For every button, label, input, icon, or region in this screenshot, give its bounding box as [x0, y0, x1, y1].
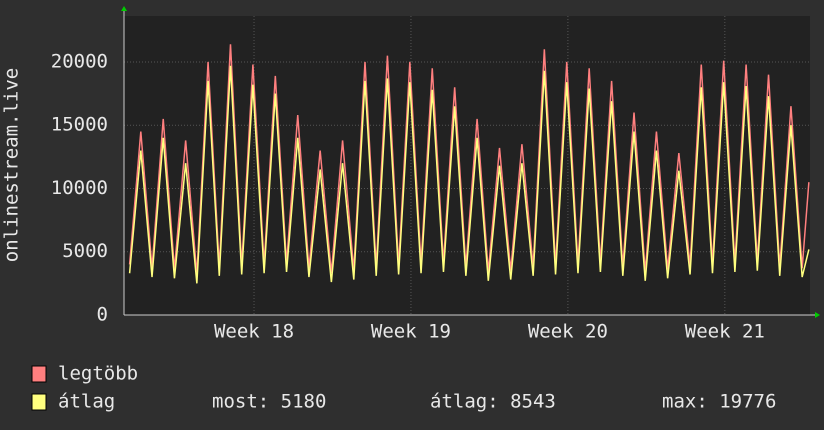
legend-stat: max: 19776 — [662, 391, 776, 413]
legend-swatch — [31, 365, 47, 383]
y-axis-title: onlinestream.live — [1, 68, 23, 262]
legend-label: legtöbb — [58, 363, 138, 385]
legend-stat: átlag: 8543 — [430, 391, 556, 413]
arrow — [815, 312, 820, 318]
x-tick-label: Week 20 — [528, 321, 608, 343]
x-tick-label: Week 21 — [685, 321, 765, 343]
x-tick-label: Week 19 — [371, 321, 451, 343]
y-tick-label: 15000 — [51, 114, 108, 136]
arrow — [121, 6, 127, 11]
y-tick-label: 10000 — [51, 177, 108, 199]
y-tick-label: 20000 — [51, 50, 108, 72]
x-tick-label: Week 18 — [214, 321, 294, 343]
y-tick-label: 5000 — [62, 240, 108, 262]
legend-stat: most: 5180 — [212, 391, 326, 413]
series-line — [128, 65, 810, 284]
y-tick-label: 0 — [97, 304, 108, 326]
legend-label: átlag — [58, 391, 115, 413]
legend-swatch — [31, 393, 47, 411]
